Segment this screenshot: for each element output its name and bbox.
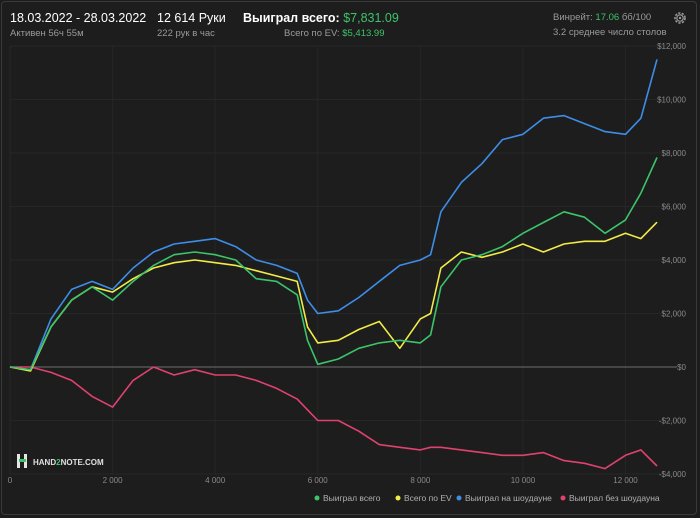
logo-text-note: NOTE.COM <box>61 458 104 467</box>
series-line <box>9 59 658 371</box>
ev-total-label: Всего по EV: <box>284 28 340 39</box>
x-tick-label: 2 000 <box>103 476 124 485</box>
x-tick-label: 12 000 <box>613 476 638 485</box>
ev-total: Всего по EV: $5,413.99 <box>284 28 384 39</box>
gear-icon[interactable] <box>672 10 688 26</box>
y-tick-label: -$4,000 <box>659 470 687 479</box>
legend: Выиграл всего Всего по EV Выиграл на шоуда… <box>314 493 660 503</box>
avg-tables: 3.2 среднее число столов <box>553 27 667 38</box>
y-tick-label: $6,000 <box>662 203 687 212</box>
series-line <box>9 157 658 371</box>
svg-text:HAND2NOTE.COM: HAND2NOTE.COM <box>33 458 104 467</box>
date-range[interactable]: 18.03.2022 - 28.03.2022 <box>10 11 147 25</box>
winrate-unit: бб/100 <box>621 12 652 23</box>
series-layer <box>9 59 658 470</box>
y-tick-label: -$2,000 <box>659 417 687 426</box>
ev-total-value: $5,413.99 <box>342 28 385 39</box>
hand2note-logo-icon <box>17 454 27 468</box>
legend-marker <box>560 495 566 501</box>
logo-text-hand: HAND <box>33 458 56 467</box>
legend-marker <box>395 495 401 501</box>
chart-grid <box>9 45 677 475</box>
x-tick-label: 0 <box>8 476 13 485</box>
winrate: Винрейт: 17.06 бб/100 <box>553 12 651 23</box>
y-tick-label: $10,000 <box>657 96 686 105</box>
hand2note-logo: HAND2NOTE.COM <box>17 454 104 468</box>
y-tick-label: $4,000 <box>662 256 687 265</box>
active-time: Активен 56ч 55м <box>10 28 84 39</box>
y-axis-ticks: -$4,000 -$2,000 $0 $2,000 $4,000 $6,000 $8,000… <box>657 42 686 479</box>
y-tick-label: $2,000 <box>662 310 687 319</box>
series-line <box>10 366 658 470</box>
won-total-value: $7,831.09 <box>343 11 399 25</box>
winrate-value: 17.06 <box>595 12 620 23</box>
legend-marker <box>456 495 462 501</box>
legend-marker <box>314 495 320 501</box>
y-tick-label: $0 <box>677 363 686 372</box>
x-tick-label: 6 000 <box>308 476 329 485</box>
hands-per-hour: 222 рук в час <box>157 28 215 39</box>
x-axis-ticks: 0 2 000 4 000 6 000 8 000 10 000 12 000 <box>8 476 639 485</box>
x-tick-label: 4 000 <box>205 476 226 485</box>
x-tick-label: 8 000 <box>410 476 431 485</box>
legend-label[interactable]: Всего по EV <box>404 493 452 503</box>
winrate-label: Винрейт: <box>553 12 593 23</box>
y-tick-label: $8,000 <box>662 149 687 158</box>
legend-label[interactable]: Выиграл всего <box>323 493 381 503</box>
logo-text-2: 2 <box>56 458 61 467</box>
won-total: Выиграл всего: $7,831.09 <box>243 11 399 25</box>
won-total-label: Выиграл всего: <box>243 11 340 25</box>
x-tick-label: 10 000 <box>511 476 536 485</box>
legend-label[interactable]: Выиграл без шоудауна <box>569 493 660 503</box>
legend-label[interactable]: Выиграл на шоудауне <box>465 493 552 503</box>
series-line <box>9 221 658 372</box>
hands-count: 12 614 Руки <box>157 11 226 25</box>
y-tick-label: $12,000 <box>657 42 686 51</box>
